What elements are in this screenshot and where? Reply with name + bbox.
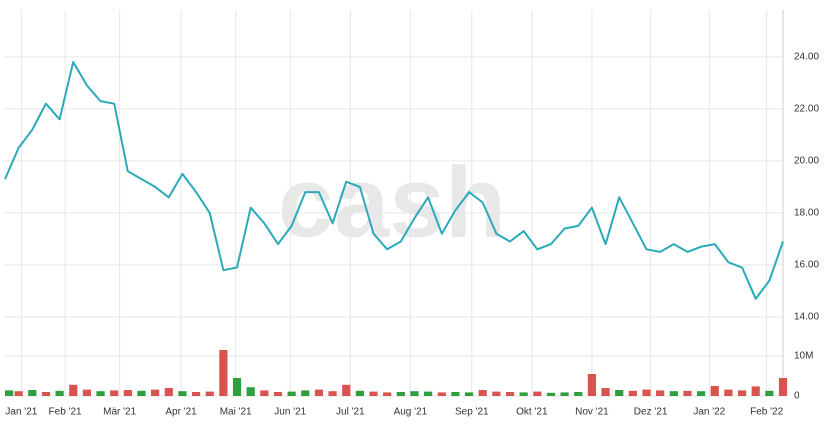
volume-bar [5,390,14,396]
volume-bar [69,384,78,396]
volume-bar [232,378,242,396]
volume-bar [601,388,610,396]
volume-bar [697,391,706,396]
volume-bar [14,391,23,396]
volume-bar [628,390,637,396]
volume-bar [287,391,296,396]
volume-bar [137,390,146,396]
volume-bar [710,386,719,396]
volume-bar [546,392,556,396]
y-tick-label: 16.00 [794,260,819,271]
volume-bar [396,392,405,396]
volume-bar [178,391,187,396]
volume-bar [533,391,542,396]
volume-bar [328,391,337,396]
volume-bar [737,390,747,396]
volume-bar [642,389,651,396]
volume-bar [28,390,37,396]
volume-bar [519,392,528,396]
volume-bar [246,387,255,396]
x-tick-label: Dez '21 [634,407,668,418]
volume-bar [355,390,364,396]
volume-bar [383,392,392,396]
volume-bar [369,391,378,396]
x-tick-label: Apr '21 [165,407,197,418]
volume-bar [96,391,105,396]
x-tick-label: Feb '22 [750,407,783,418]
y-tick-label: 20.00 [794,156,819,167]
x-tick-label: Mai '21 [220,407,252,418]
volume-bar [219,350,228,396]
volume-bar [123,390,132,396]
price-line [4,61,784,300]
volume-bar [82,389,91,396]
x-tick-label: Feb '21 [49,407,82,418]
y2-tick-label: 0 [794,391,800,402]
volume-bar [151,389,160,396]
volume-bar [615,390,624,396]
volume-bar [765,390,774,396]
volume-bar [464,392,474,396]
watermark: cash [278,146,506,258]
volume-bar [342,384,351,396]
volume-bar [273,392,283,396]
volume-bar [191,392,201,396]
x-tick-label: Sep '21 [455,407,489,418]
volume-bar [164,388,173,396]
volume-bar [560,392,569,396]
volume-bar [301,390,310,396]
volume-bar [260,390,269,396]
volume-bar [478,390,487,396]
volume-bar [574,392,583,396]
y-tick-label: 14.00 [794,312,819,323]
x-tick-label: Okt '21 [516,407,548,418]
y-tick-label: 18.00 [794,208,819,219]
x-tick-label: Jan '22 [693,407,725,418]
volume-bar [778,378,788,396]
volume-bar [492,391,501,396]
volume-bar [505,392,515,396]
volume-bar [587,374,597,396]
volume-bar [410,391,419,396]
volume-bar [55,390,64,396]
volume-bar [41,392,51,396]
volume-bar [451,392,460,396]
volume-bar [314,389,324,396]
y-tick-label: 22.00 [794,103,819,114]
x-tick-label: Jun '21 [274,407,306,418]
x-tick-label: Jul '21 [336,407,365,418]
volume-bar [724,389,733,396]
volume-bar [110,390,119,396]
y-tick-label: 24.00 [794,51,819,62]
volume-bar [656,390,665,396]
volume-bar [683,390,692,396]
x-tick-label: Nov '21 [575,407,609,418]
x-tick-label: Aug '21 [394,407,428,418]
x-tick-label: Mär '21 [103,407,136,418]
volume-bar [751,386,760,396]
volume-bar [437,392,446,396]
x-tick-label: Jan '21 [5,407,37,418]
y2-tick-label: 10M [794,351,813,362]
volume-bar [424,391,433,396]
volume-bar [669,391,678,396]
volume-bar [205,391,214,396]
